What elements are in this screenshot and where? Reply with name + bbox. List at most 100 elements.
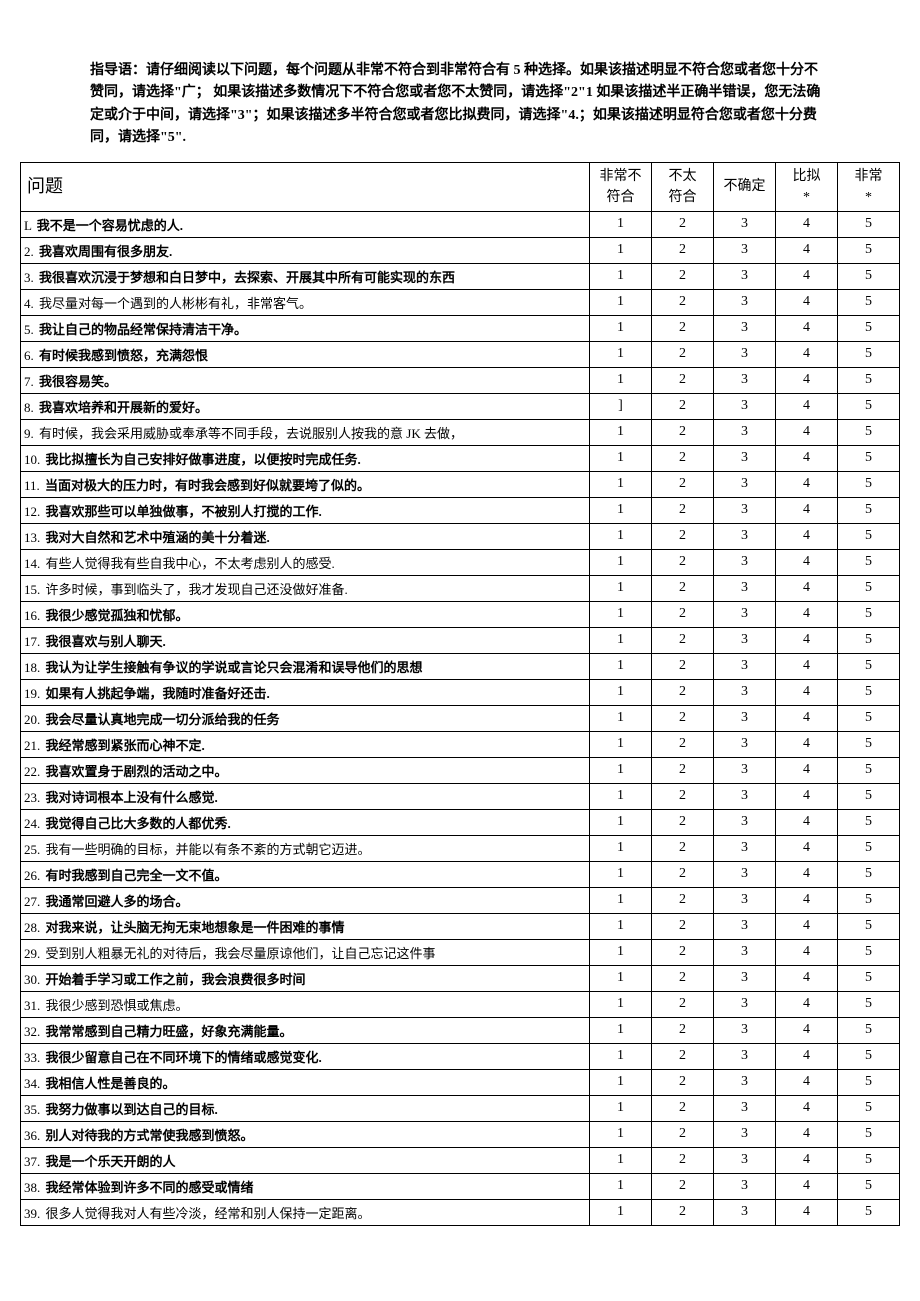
scale-cell[interactable]: 2 — [652, 731, 714, 757]
scale-cell[interactable]: 3 — [714, 315, 776, 341]
scale-cell[interactable]: 4 — [776, 913, 838, 939]
scale-cell[interactable]: 1 — [590, 783, 652, 809]
scale-cell[interactable]: 3 — [714, 809, 776, 835]
scale-cell[interactable]: 2 — [652, 341, 714, 367]
scale-cell[interactable]: 2 — [652, 939, 714, 965]
scale-cell[interactable]: 5 — [838, 601, 900, 627]
scale-cell[interactable]: 5 — [838, 913, 900, 939]
scale-cell[interactable]: 5 — [838, 731, 900, 757]
scale-cell[interactable]: 5 — [838, 991, 900, 1017]
scale-cell[interactable]: 3 — [714, 1147, 776, 1173]
scale-cell[interactable]: 1 — [590, 341, 652, 367]
scale-cell[interactable]: 3 — [714, 419, 776, 445]
scale-cell[interactable]: 3 — [714, 211, 776, 237]
scale-cell[interactable]: 2 — [652, 211, 714, 237]
scale-cell[interactable]: 4 — [776, 731, 838, 757]
scale-cell[interactable]: 4 — [776, 1199, 838, 1225]
scale-cell[interactable]: 3 — [714, 627, 776, 653]
scale-cell[interactable]: 1 — [590, 1121, 652, 1147]
scale-cell[interactable]: 2 — [652, 705, 714, 731]
scale-cell[interactable]: 5 — [838, 835, 900, 861]
scale-cell[interactable]: 5 — [838, 1121, 900, 1147]
scale-cell[interactable]: 2 — [652, 497, 714, 523]
scale-cell[interactable]: 2 — [652, 471, 714, 497]
scale-cell[interactable]: 5 — [838, 315, 900, 341]
scale-cell[interactable]: 1 — [590, 835, 652, 861]
scale-cell[interactable]: 2 — [652, 809, 714, 835]
scale-cell[interactable]: 5 — [838, 783, 900, 809]
scale-cell[interactable]: 1 — [590, 1199, 652, 1225]
scale-cell[interactable]: 3 — [714, 653, 776, 679]
scale-cell[interactable]: 3 — [714, 1069, 776, 1095]
scale-cell[interactable]: 4 — [776, 289, 838, 315]
scale-cell[interactable]: 3 — [714, 237, 776, 263]
scale-cell[interactable]: 1 — [590, 1173, 652, 1199]
scale-cell[interactable]: 1 — [590, 523, 652, 549]
scale-cell[interactable]: 3 — [714, 939, 776, 965]
scale-cell[interactable]: 2 — [652, 237, 714, 263]
scale-cell[interactable]: 5 — [838, 705, 900, 731]
scale-cell[interactable]: 2 — [652, 445, 714, 471]
scale-cell[interactable]: 4 — [776, 991, 838, 1017]
scale-cell[interactable]: 1 — [590, 809, 652, 835]
scale-cell[interactable]: 3 — [714, 1095, 776, 1121]
scale-cell[interactable]: 4 — [776, 419, 838, 445]
scale-cell[interactable]: ] — [590, 393, 652, 419]
scale-cell[interactable]: 3 — [714, 523, 776, 549]
scale-cell[interactable]: 4 — [776, 393, 838, 419]
scale-cell[interactable]: 4 — [776, 471, 838, 497]
scale-cell[interactable]: 4 — [776, 1173, 838, 1199]
scale-cell[interactable]: 3 — [714, 393, 776, 419]
scale-cell[interactable]: 3 — [714, 341, 776, 367]
scale-cell[interactable]: 5 — [838, 1043, 900, 1069]
scale-cell[interactable]: 3 — [714, 575, 776, 601]
scale-cell[interactable]: 5 — [838, 237, 900, 263]
scale-cell[interactable]: 3 — [714, 913, 776, 939]
scale-cell[interactable]: 4 — [776, 237, 838, 263]
scale-cell[interactable]: 5 — [838, 523, 900, 549]
scale-cell[interactable]: 1 — [590, 367, 652, 393]
scale-cell[interactable]: 3 — [714, 289, 776, 315]
scale-cell[interactable]: 5 — [838, 1017, 900, 1043]
scale-cell[interactable]: 2 — [652, 1069, 714, 1095]
scale-cell[interactable]: 4 — [776, 939, 838, 965]
scale-cell[interactable]: 2 — [652, 991, 714, 1017]
scale-cell[interactable]: 1 — [590, 1043, 652, 1069]
scale-cell[interactable]: 5 — [838, 1095, 900, 1121]
scale-cell[interactable]: 2 — [652, 393, 714, 419]
scale-cell[interactable]: 4 — [776, 575, 838, 601]
scale-cell[interactable]: 5 — [838, 471, 900, 497]
scale-cell[interactable]: 5 — [838, 939, 900, 965]
scale-cell[interactable]: 1 — [590, 731, 652, 757]
scale-cell[interactable]: 2 — [652, 1199, 714, 1225]
scale-cell[interactable]: 1 — [590, 1095, 652, 1121]
scale-cell[interactable]: 4 — [776, 1069, 838, 1095]
scale-cell[interactable]: 4 — [776, 1121, 838, 1147]
scale-cell[interactable]: 5 — [838, 263, 900, 289]
scale-cell[interactable]: 1 — [590, 237, 652, 263]
scale-cell[interactable]: 3 — [714, 549, 776, 575]
scale-cell[interactable]: 2 — [652, 315, 714, 341]
scale-cell[interactable]: 2 — [652, 627, 714, 653]
scale-cell[interactable]: 3 — [714, 731, 776, 757]
scale-cell[interactable]: 4 — [776, 861, 838, 887]
scale-cell[interactable]: 1 — [590, 549, 652, 575]
scale-cell[interactable]: 2 — [652, 549, 714, 575]
scale-cell[interactable]: 5 — [838, 887, 900, 913]
scale-cell[interactable]: 5 — [838, 289, 900, 315]
scale-cell[interactable]: 1 — [590, 471, 652, 497]
scale-cell[interactable]: 2 — [652, 523, 714, 549]
scale-cell[interactable]: 3 — [714, 601, 776, 627]
scale-cell[interactable]: 1 — [590, 627, 652, 653]
scale-cell[interactable]: 4 — [776, 263, 838, 289]
scale-cell[interactable]: 5 — [838, 367, 900, 393]
scale-cell[interactable]: 2 — [652, 913, 714, 939]
scale-cell[interactable]: 5 — [838, 653, 900, 679]
scale-cell[interactable]: 3 — [714, 705, 776, 731]
scale-cell[interactable]: 5 — [838, 965, 900, 991]
scale-cell[interactable]: 2 — [652, 419, 714, 445]
scale-cell[interactable]: 4 — [776, 757, 838, 783]
scale-cell[interactable]: 4 — [776, 783, 838, 809]
scale-cell[interactable]: 5 — [838, 445, 900, 471]
scale-cell[interactable]: 5 — [838, 1173, 900, 1199]
